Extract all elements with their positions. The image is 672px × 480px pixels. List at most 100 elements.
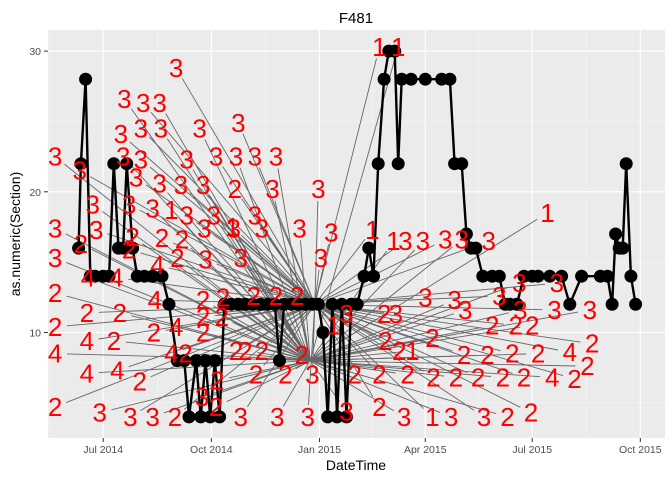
data-point: [371, 157, 385, 171]
data-label: 4: [81, 263, 95, 293]
data-label: 2: [485, 310, 499, 340]
leader-line: [91, 248, 311, 362]
data-point: [492, 269, 506, 283]
data-point: [629, 297, 643, 311]
data-label: 2: [567, 364, 581, 394]
data-label: 1: [372, 32, 386, 62]
axes: Jul 2014 Oct 2014 Jan 2015 Apr 2015 Jul 2015…: [29, 46, 661, 456]
data-label: 3: [447, 285, 461, 315]
data-point: [469, 241, 483, 255]
leader-line: [66, 303, 315, 404]
leader-line: [130, 108, 311, 361]
data-label: 2: [48, 312, 62, 342]
x-tick-label: Oct 2015: [619, 444, 662, 456]
data-label: 3: [339, 396, 353, 426]
leader-line: [308, 304, 316, 405]
data-label: 3: [154, 114, 168, 144]
data-point: [120, 157, 134, 171]
data-label: 2: [80, 298, 94, 328]
data-point: [107, 157, 121, 171]
data-label: 2: [132, 367, 146, 397]
data-label: 3: [477, 402, 491, 432]
data-point: [72, 241, 86, 255]
data-label: 3: [233, 402, 247, 432]
data-label: 3: [233, 243, 247, 273]
data-label: 3: [481, 226, 495, 256]
data-point: [325, 297, 339, 311]
leader-line: [314, 247, 396, 305]
leader-line: [213, 234, 316, 305]
data-point: [367, 269, 380, 283]
data-point: [624, 269, 638, 283]
leader-line: [186, 264, 311, 361]
data-label: 3: [438, 225, 452, 255]
data-label: 3: [129, 163, 143, 193]
data-label: 1: [391, 32, 405, 62]
data-label: 3: [195, 382, 209, 412]
data-label: 1: [425, 402, 439, 432]
data-label: 3: [324, 218, 338, 248]
data-label: 4: [545, 363, 559, 393]
data-label: 2: [449, 363, 463, 393]
data-point: [155, 269, 169, 283]
y-axis-title: as.numeric(Section): [7, 172, 23, 297]
grid: [48, 30, 665, 438]
data-label: 2: [196, 285, 210, 315]
data-label: 3: [292, 213, 306, 243]
leader-lines: [64, 58, 581, 415]
data-label: 3: [547, 295, 561, 325]
data-label: 4: [148, 285, 162, 315]
data-label: 1: [225, 212, 239, 242]
x-tick-label: Apr 2015: [404, 444, 447, 456]
data-point: [340, 410, 353, 424]
y-tick-label: 20: [29, 187, 41, 199]
data-label: 3: [122, 190, 136, 220]
data-point: [321, 410, 335, 424]
data-label: 3: [48, 243, 62, 273]
data-label: 2: [400, 360, 414, 390]
leader-line: [64, 163, 311, 361]
data-point: [213, 410, 227, 424]
data-point: [388, 44, 402, 58]
data-label: 3: [444, 402, 458, 432]
data-label: 2: [170, 243, 184, 273]
data-label: 3: [152, 88, 166, 118]
data-point: [126, 241, 140, 255]
data-label: 3: [248, 201, 262, 231]
data-label: 3: [134, 114, 148, 144]
data-label: 4: [164, 339, 178, 369]
data-label: 3: [174, 170, 188, 200]
leader-line: [268, 237, 316, 305]
data-label: 2: [500, 402, 514, 432]
data-point: [575, 269, 589, 283]
leader-line: [310, 360, 576, 367]
data-label: 2: [347, 360, 361, 390]
leader-line: [98, 303, 315, 340]
data-point: [162, 297, 176, 311]
data-label: 2: [524, 398, 538, 428]
leader-line: [314, 303, 564, 377]
data-label: 2: [480, 340, 494, 370]
data-label: 2: [531, 339, 545, 369]
data-point: [362, 241, 376, 255]
data-label: 3: [229, 142, 243, 172]
leader-line: [139, 209, 316, 305]
data-point: [74, 157, 88, 171]
data-label: 3: [305, 360, 319, 390]
data-label: 2: [147, 318, 161, 348]
data-label: 2: [112, 298, 126, 328]
data-point: [79, 72, 93, 86]
leader-line: [149, 166, 316, 305]
data-point: [116, 241, 130, 255]
leader-line: [277, 168, 311, 361]
data-label: 2: [209, 392, 223, 422]
data-point: [404, 72, 418, 86]
leader-line: [314, 58, 377, 305]
leader-line: [240, 234, 316, 305]
leader-line: [140, 252, 315, 305]
data-label: 3: [418, 282, 432, 312]
data-label: 3: [89, 215, 103, 245]
data-label: 2: [107, 326, 121, 356]
x-axis-title: DateTime: [326, 457, 386, 473]
